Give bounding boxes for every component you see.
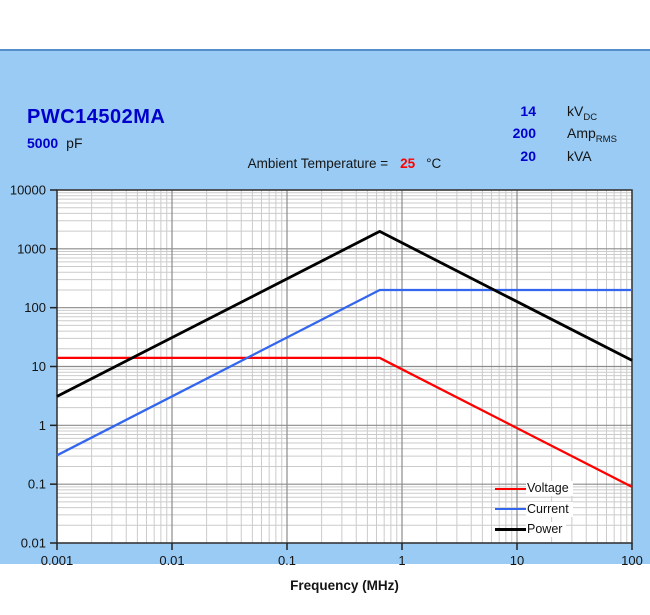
legend-item-voltage: Voltage: [495, 480, 573, 497]
y-tick-label: 0.01: [21, 536, 46, 551]
x-tick-label: 1: [398, 553, 405, 568]
ambient-unit: °C: [426, 156, 442, 171]
legend-label: Power: [526, 522, 567, 537]
y-tick-label: 10: [32, 359, 46, 374]
capacitance-unit: pF: [66, 135, 83, 151]
capacitance: 5000 pF: [27, 135, 83, 151]
rating-row-current: 200 AmpRMS: [470, 125, 650, 145]
legend-line-sample: [495, 487, 526, 490]
rating-value: 20: [520, 148, 536, 164]
rating-unit: kVA: [567, 148, 592, 164]
ambient-label: Ambient Temperature =: [247, 156, 389, 171]
ambient-value: 25: [400, 156, 416, 171]
legend-label: Current: [526, 501, 573, 517]
x-tick-label: 0.01: [159, 553, 184, 568]
ambient-temperature-line: Ambient Temperature = 25 °C: [57, 156, 632, 171]
datasheet-chart-panel: PWC14502MA 5000 pF 14 kVDC 200 AmpRMS 20 kVA…: [0, 49, 650, 593]
frequency-chart: 0.001 0.01 0.1 1 10 100 10000 1000 100 10 1 0.1 0.01…: [10, 183, 643, 594]
legend-line-sample: [495, 528, 526, 531]
rating-unit: kVDC: [567, 103, 598, 123]
x-axis-title: Frequency (MHz): [290, 578, 399, 593]
y-tick-label: 1000: [17, 241, 46, 256]
rating-row-voltage: 14 kVDC: [470, 103, 650, 123]
legend-item-current: Current: [495, 501, 573, 518]
legend-item-power: Power: [495, 521, 567, 538]
y-tick-label: 0.1: [28, 477, 46, 492]
chart-legend: Voltage Current Power: [495, 480, 610, 544]
rating-value: 14: [520, 103, 536, 119]
y-tick-label: 100: [24, 300, 46, 315]
legend-line-sample: [495, 508, 526, 510]
capacitance-value: 5000: [27, 135, 59, 151]
x-tick-label: 10: [510, 553, 524, 568]
rating-row-power: 20 kVA: [470, 148, 650, 164]
part-number-title: PWC14502MA: [27, 106, 166, 128]
y-tick-label: 1: [39, 418, 46, 433]
x-tick-label: 0.001: [41, 553, 74, 568]
x-tick-label: 0.1: [278, 553, 296, 568]
legend-label: Voltage: [526, 481, 573, 496]
rating-value: 200: [512, 125, 536, 141]
rating-unit: AmpRMS: [567, 125, 617, 145]
x-tick-label: 100: [621, 553, 643, 568]
y-tick-label: 10000: [10, 183, 46, 198]
